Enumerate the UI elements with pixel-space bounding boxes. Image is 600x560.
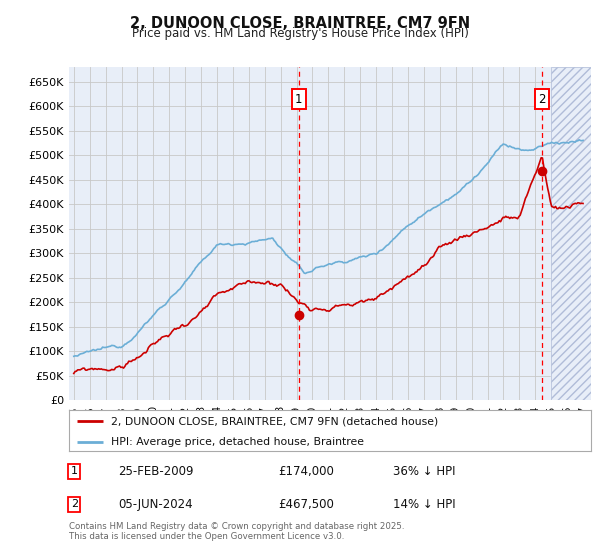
Bar — [551, 67, 591, 400]
Text: £467,500: £467,500 — [278, 498, 334, 511]
Text: 05-JUN-2024: 05-JUN-2024 — [119, 498, 193, 511]
Text: 2: 2 — [538, 92, 546, 105]
Text: 1: 1 — [71, 466, 78, 476]
Text: HPI: Average price, detached house, Braintree: HPI: Average price, detached house, Brai… — [111, 437, 364, 446]
Text: 1: 1 — [295, 92, 302, 105]
Text: Contains HM Land Registry data © Crown copyright and database right 2025.
This d: Contains HM Land Registry data © Crown c… — [69, 522, 404, 542]
Text: 2, DUNOON CLOSE, BRAINTREE, CM7 9FN: 2, DUNOON CLOSE, BRAINTREE, CM7 9FN — [130, 16, 470, 31]
Text: 25-FEB-2009: 25-FEB-2009 — [119, 465, 194, 478]
Text: 2: 2 — [71, 500, 78, 510]
Text: 36% ↓ HPI: 36% ↓ HPI — [392, 465, 455, 478]
Text: 2, DUNOON CLOSE, BRAINTREE, CM7 9FN (detached house): 2, DUNOON CLOSE, BRAINTREE, CM7 9FN (det… — [111, 417, 438, 426]
Text: Price paid vs. HM Land Registry's House Price Index (HPI): Price paid vs. HM Land Registry's House … — [131, 27, 469, 40]
Text: 14% ↓ HPI: 14% ↓ HPI — [392, 498, 455, 511]
Bar — [551, 67, 591, 400]
Text: £174,000: £174,000 — [278, 465, 334, 478]
